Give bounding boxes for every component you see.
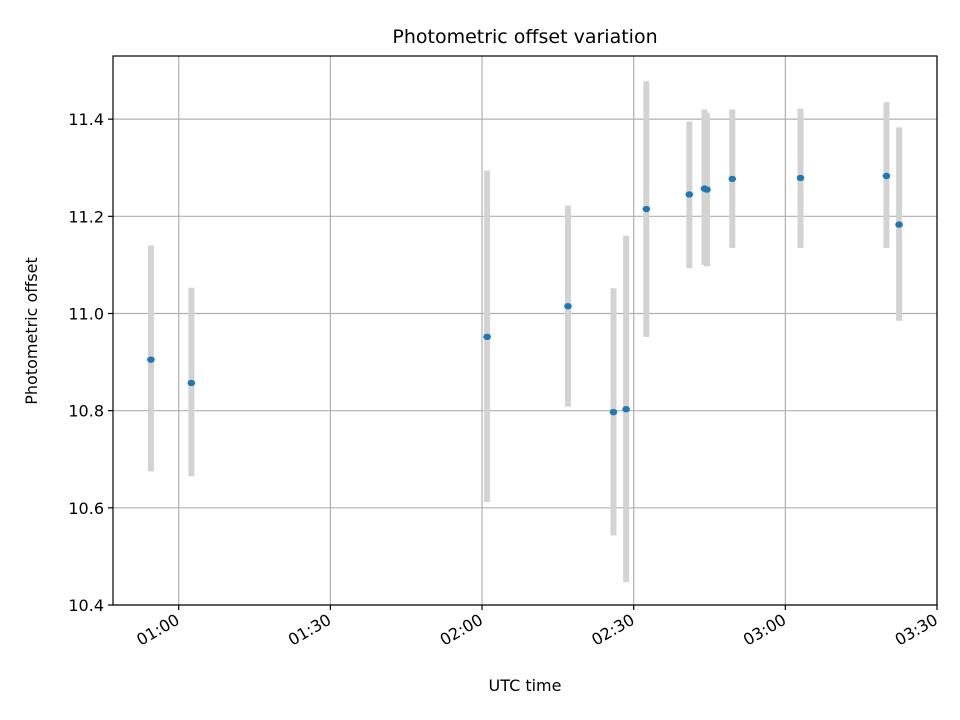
data-point [882, 172, 891, 180]
data-point [703, 186, 711, 193]
data-point [187, 379, 196, 387]
plot-frame [112, 55, 938, 606]
y-tick-label: 11.0 [68, 304, 104, 323]
data-point [564, 303, 572, 310]
data-point [622, 406, 630, 413]
y-tick-label: 10.8 [68, 402, 104, 421]
data-point [895, 221, 903, 228]
chart-title: Photometric offset variation [392, 26, 657, 48]
data-points [147, 172, 903, 416]
data-point [609, 408, 618, 416]
y-tick-label: 11.4 [68, 110, 104, 129]
data-point [728, 175, 737, 183]
x-axis-label: UTC time [489, 676, 562, 695]
y-tick-label: 11.2 [68, 207, 104, 226]
data-point [642, 205, 651, 213]
y-tick-label: 10.4 [68, 596, 104, 615]
data-point [147, 356, 155, 363]
data-point [685, 191, 694, 198]
data-point [483, 333, 491, 341]
y-tick-label: 10.6 [68, 499, 104, 518]
y-axis-label: Photometric offset [22, 257, 41, 405]
data-point [796, 174, 805, 182]
